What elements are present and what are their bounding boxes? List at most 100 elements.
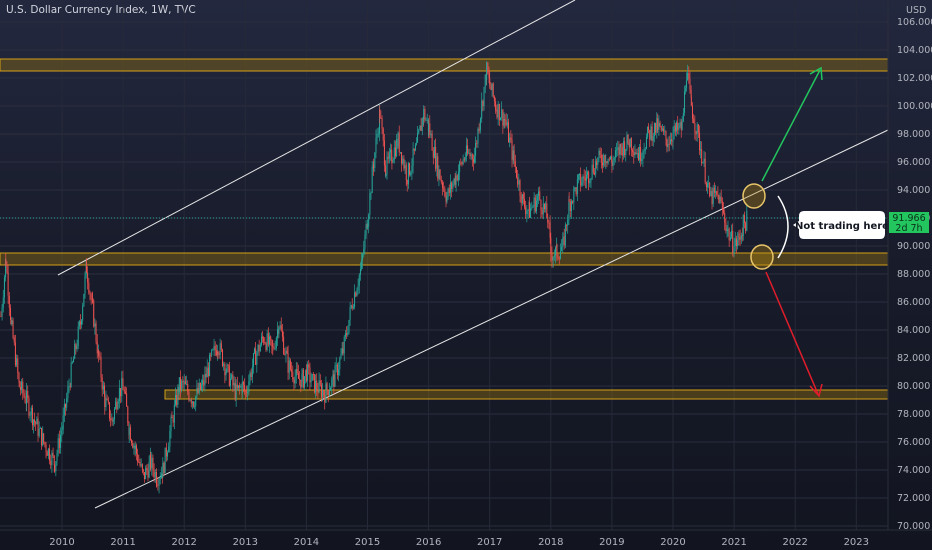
candle-body (721, 201, 723, 210)
candle-body (424, 108, 426, 121)
candle-body (19, 386, 21, 390)
candle-body (271, 339, 273, 347)
x-tick-label: 2012 (171, 537, 196, 548)
candle-body (431, 133, 433, 151)
candle-body (630, 138, 632, 151)
candle-body (152, 457, 154, 471)
candle-body (399, 152, 401, 153)
candle-body (518, 180, 520, 185)
candle-body (391, 161, 393, 163)
candle-body (718, 194, 720, 204)
candle-body (85, 261, 87, 273)
candle-body (90, 294, 92, 300)
candle-body (602, 162, 603, 166)
y-tick-label: 74.000 (897, 465, 930, 476)
candle-body (227, 364, 229, 366)
candle-body (483, 87, 485, 107)
candle-body (385, 165, 387, 176)
candle-body (63, 404, 65, 416)
candle-body (135, 445, 137, 454)
candle-body (592, 164, 594, 173)
candle-body (558, 258, 560, 259)
candle-body (492, 83, 494, 97)
candle-body (188, 391, 190, 401)
candle-body (413, 148, 415, 151)
candle-body (443, 187, 445, 189)
candle-body (553, 255, 555, 258)
candle-body (60, 434, 62, 449)
candle-body (249, 372, 251, 382)
candle-body (34, 419, 36, 422)
candle-body (495, 101, 497, 110)
y-tick-label: 104.000 (897, 45, 932, 56)
candle-body (710, 191, 712, 197)
candle-body (307, 364, 309, 381)
candle-body (432, 150, 434, 158)
candle-body (715, 191, 717, 193)
candle-body (487, 62, 489, 74)
candle-body (473, 155, 475, 163)
candle-body (285, 350, 287, 355)
candle-body (145, 468, 147, 479)
candle-body (490, 85, 492, 90)
candle-body (418, 130, 420, 134)
candle-body (203, 380, 205, 386)
x-tick-label: 2016 (416, 537, 441, 548)
candle-body (546, 203, 548, 218)
candle-body (175, 394, 177, 405)
candle-body (371, 166, 373, 193)
candle-body (583, 176, 585, 179)
candle-body (0, 316, 2, 317)
candle-body (279, 325, 281, 328)
candle-body (417, 133, 419, 143)
candle-body (13, 338, 15, 343)
candle-body (53, 455, 55, 465)
candle-body (606, 161, 608, 164)
candle-body (362, 254, 364, 261)
candle-body (251, 366, 253, 377)
candle-body (79, 321, 81, 325)
candle-body (7, 272, 9, 296)
candle-body (674, 125, 676, 132)
candle-body (644, 148, 646, 151)
candle-body (573, 187, 575, 203)
candle-body (71, 362, 73, 364)
candle-body (5, 259, 7, 278)
candle-body (586, 174, 588, 181)
candle-body (658, 122, 660, 130)
candle-body (648, 126, 650, 130)
candle-body (570, 201, 572, 212)
candle-body (444, 188, 446, 196)
candle-body (543, 203, 545, 210)
candle-body (280, 325, 282, 331)
candle-body (672, 133, 674, 142)
candle-body (257, 344, 259, 354)
candle-body (586, 172, 588, 175)
candle-body (328, 390, 330, 396)
candle-body (664, 131, 666, 133)
candle-body (339, 358, 341, 370)
candle-body (621, 147, 623, 156)
candle-body (652, 136, 654, 141)
candle-body (677, 122, 679, 130)
candle-body (440, 179, 442, 183)
candle-body (186, 383, 188, 385)
candle-body (68, 386, 70, 388)
candle-body (106, 398, 108, 400)
candle-body (497, 103, 499, 118)
candle-body (568, 199, 570, 202)
candle-body (495, 109, 497, 111)
candle-body (547, 217, 549, 223)
candle-body (676, 122, 678, 132)
candle-body (11, 320, 13, 324)
y-tick-label: 106.000 (897, 17, 932, 28)
candle-body (701, 149, 703, 164)
candle-body (668, 143, 670, 145)
candle-body (278, 327, 280, 334)
candle-body (673, 125, 675, 134)
candle-body (351, 305, 353, 309)
candle-body (28, 398, 30, 416)
candle-body (641, 158, 643, 161)
candle-body (284, 353, 286, 355)
candle-body (201, 384, 203, 390)
